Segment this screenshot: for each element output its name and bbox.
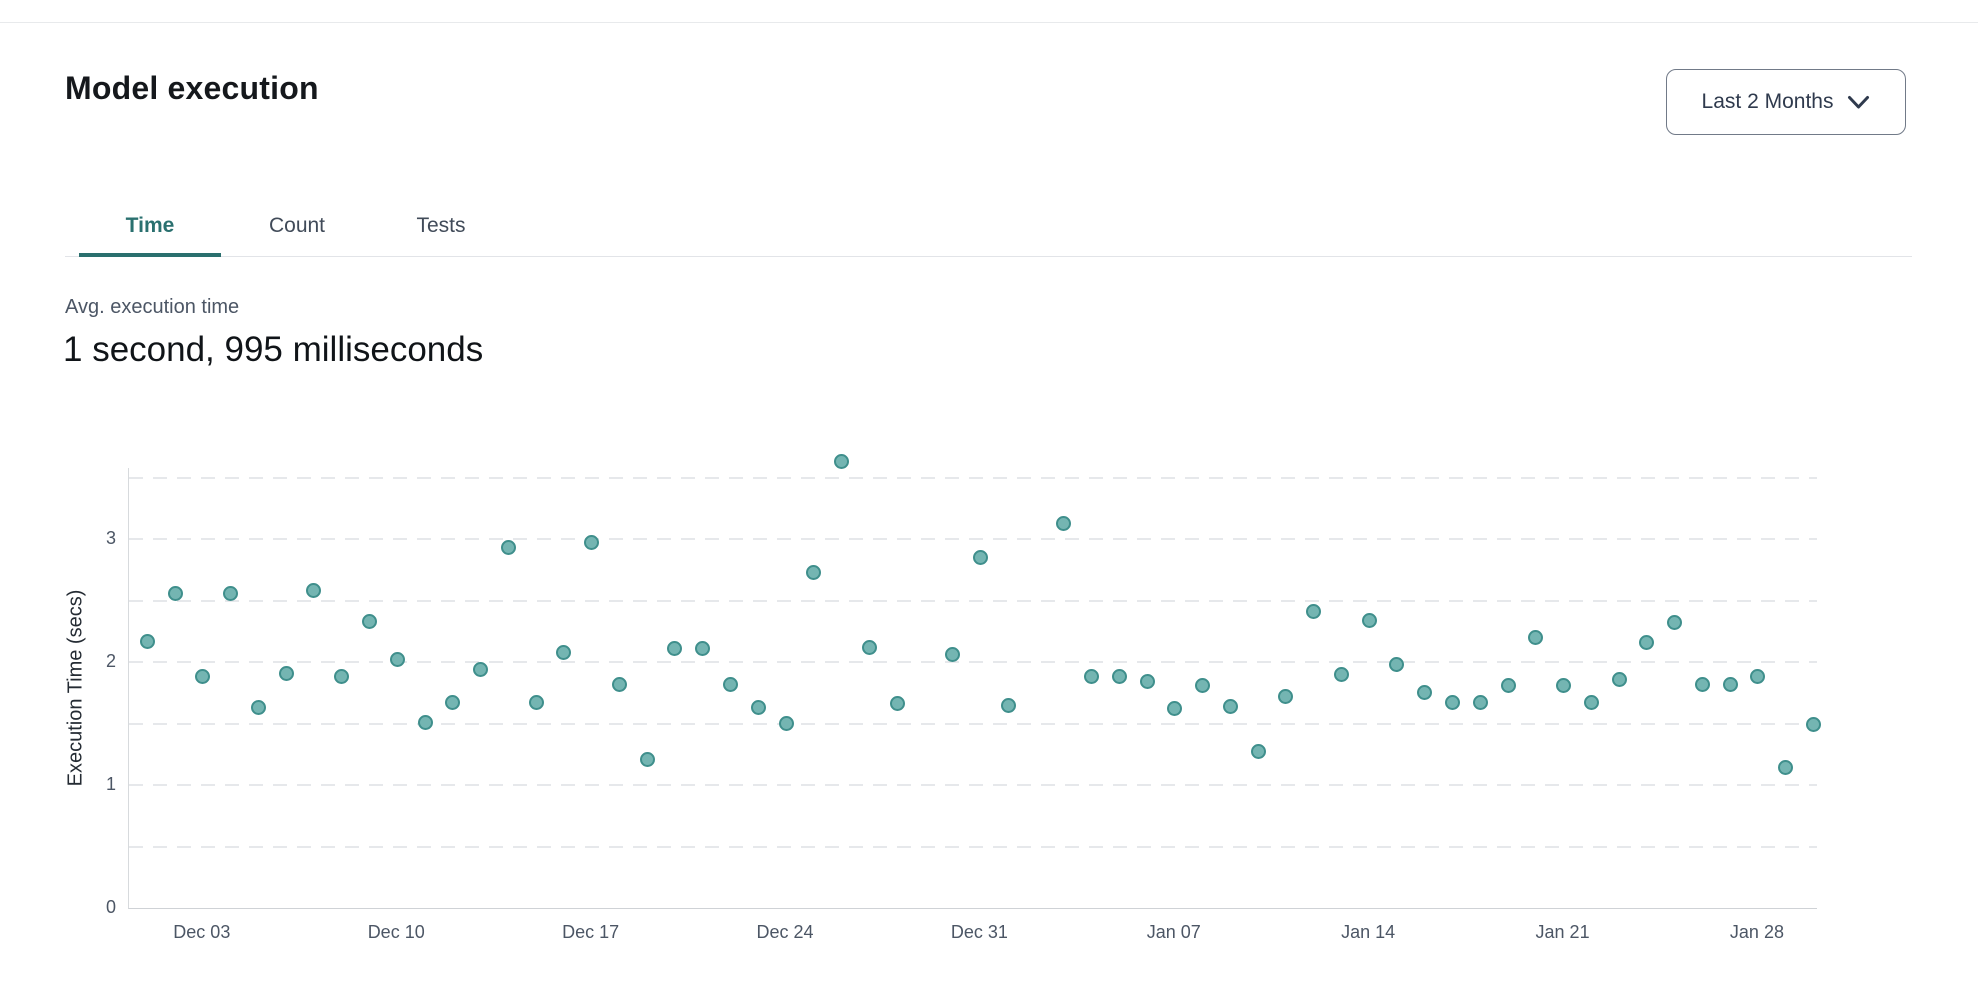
- chart-point[interactable]: [1361, 612, 1377, 628]
- chart-point[interactable]: [972, 549, 988, 565]
- x-tick-label: Jan 07: [1146, 922, 1201, 942]
- chart-point[interactable]: [139, 633, 155, 649]
- x-tick-label: Dec 31: [950, 922, 1008, 942]
- tab-time[interactable]: Time: [79, 196, 221, 257]
- chart-point[interactable]: [334, 669, 350, 685]
- chart-point[interactable]: [695, 640, 711, 656]
- chart-point[interactable]: [750, 700, 766, 715]
- chart-point[interactable]: [945, 647, 961, 663]
- chart-point[interactable]: [889, 696, 905, 712]
- gridline: [129, 599, 1817, 602]
- chart-point[interactable]: [1639, 634, 1655, 650]
- tab-time-label: Time: [125, 214, 175, 237]
- x-tick-label: Jan 14: [1341, 922, 1396, 942]
- chart-point[interactable]: [1195, 677, 1211, 693]
- chart-point[interactable]: [611, 676, 627, 692]
- chart-point[interactable]: [389, 652, 405, 668]
- chart-point[interactable]: [528, 695, 544, 711]
- chart-point[interactable]: [1806, 717, 1821, 733]
- chart-point[interactable]: [639, 751, 655, 767]
- chart-point[interactable]: [806, 564, 822, 580]
- x-tick-label: Dec 03: [173, 922, 231, 942]
- stat-label: Avg. execution time: [65, 296, 240, 318]
- chart-point[interactable]: [1250, 744, 1266, 760]
- x-tick-label: Jan 28: [1729, 922, 1784, 942]
- chart-point[interactable]: [667, 640, 683, 656]
- x-tick-label: Jan 21: [1535, 922, 1590, 942]
- chart-point[interactable]: [1417, 685, 1433, 701]
- chart-point[interactable]: [722, 676, 738, 692]
- x-tick-label: Dec 17: [562, 922, 620, 942]
- date-range-label: Last 2 Months: [1701, 90, 1834, 113]
- chart-point[interactable]: [167, 585, 183, 601]
- chart-point[interactable]: [195, 669, 211, 685]
- chart-point[interactable]: [1333, 666, 1349, 682]
- chart-point[interactable]: [1389, 656, 1405, 672]
- chart-point[interactable]: [223, 585, 239, 601]
- chart-point[interactable]: [1778, 760, 1794, 776]
- chart-point[interactable]: [1722, 676, 1738, 692]
- chart-point[interactable]: [500, 540, 516, 556]
- x-tick-label: Dec 10: [367, 922, 425, 942]
- chart-point[interactable]: [1556, 677, 1572, 693]
- chart-point[interactable]: [778, 716, 794, 731]
- chart-point[interactable]: [556, 644, 572, 660]
- chart-point[interactable]: [1694, 676, 1710, 692]
- chart-point[interactable]: [1667, 615, 1683, 631]
- chart-point[interactable]: [1167, 701, 1183, 717]
- gridline: [129, 661, 1817, 663]
- chart-point[interactable]: [1500, 677, 1516, 693]
- y-tick-label: 0: [105, 897, 116, 917]
- chart-point[interactable]: [1083, 669, 1099, 685]
- stat-value: 1 second, 995 milliseconds: [63, 330, 484, 369]
- x-tick-label: Dec 24: [756, 922, 814, 942]
- top-divider: [0, 22, 1978, 23]
- chart-point[interactable]: [1111, 669, 1127, 685]
- tab-tests-label: Tests: [416, 214, 466, 237]
- chart-point[interactable]: [834, 454, 850, 470]
- tab-tests[interactable]: Tests: [393, 196, 489, 256]
- chart-point[interactable]: [1472, 695, 1488, 711]
- chart-point[interactable]: [1306, 604, 1322, 620]
- execution-time-chart: Execution Time (secs) 0 1 2 3 Dec 03 Dec 10 De…: [0, 400, 1978, 980]
- tab-count-label: Count: [268, 214, 326, 237]
- chart-point[interactable]: [1222, 698, 1238, 714]
- chart-point[interactable]: [584, 535, 600, 551]
- gridline: [129, 722, 1817, 725]
- tab-count[interactable]: Count: [249, 196, 345, 256]
- chart-point[interactable]: [278, 665, 294, 681]
- y-tick-label: 1: [105, 774, 116, 794]
- date-range-dropdown[interactable]: Last 2 Months: [1666, 69, 1906, 135]
- active-tab-underline: [79, 253, 221, 257]
- chart-point[interactable]: [1278, 688, 1294, 704]
- tab-bar: Time Count Tests: [65, 196, 1912, 257]
- chart-point[interactable]: [473, 661, 489, 677]
- chart-point[interactable]: [1056, 515, 1072, 531]
- chart-point[interactable]: [445, 695, 461, 711]
- gridline: [129, 845, 1817, 848]
- plot-area: [128, 454, 1821, 909]
- page-title: Model execution: [65, 70, 319, 106]
- chart-point[interactable]: [417, 714, 433, 730]
- chart-point[interactable]: [1444, 695, 1460, 711]
- chart-point[interactable]: [1000, 697, 1016, 713]
- chart-point[interactable]: [250, 700, 266, 715]
- chart-point[interactable]: [1611, 671, 1627, 687]
- gridline: [129, 476, 1817, 479]
- y-tick-label: 2: [105, 651, 116, 671]
- chart-point[interactable]: [1750, 669, 1766, 685]
- chart-point[interactable]: [861, 639, 877, 655]
- chart-point[interactable]: [1528, 629, 1544, 645]
- chart-point[interactable]: [1583, 695, 1599, 711]
- y-axis-title: Execution Time (secs): [64, 589, 87, 787]
- gridline: [129, 538, 1817, 540]
- gridline: [129, 784, 1817, 786]
- chart-point[interactable]: [1139, 674, 1155, 690]
- y-tick-label: 3: [105, 528, 116, 548]
- chart-point[interactable]: [306, 583, 322, 599]
- chevron-down-icon: [1847, 95, 1870, 110]
- chart-point[interactable]: [361, 613, 377, 629]
